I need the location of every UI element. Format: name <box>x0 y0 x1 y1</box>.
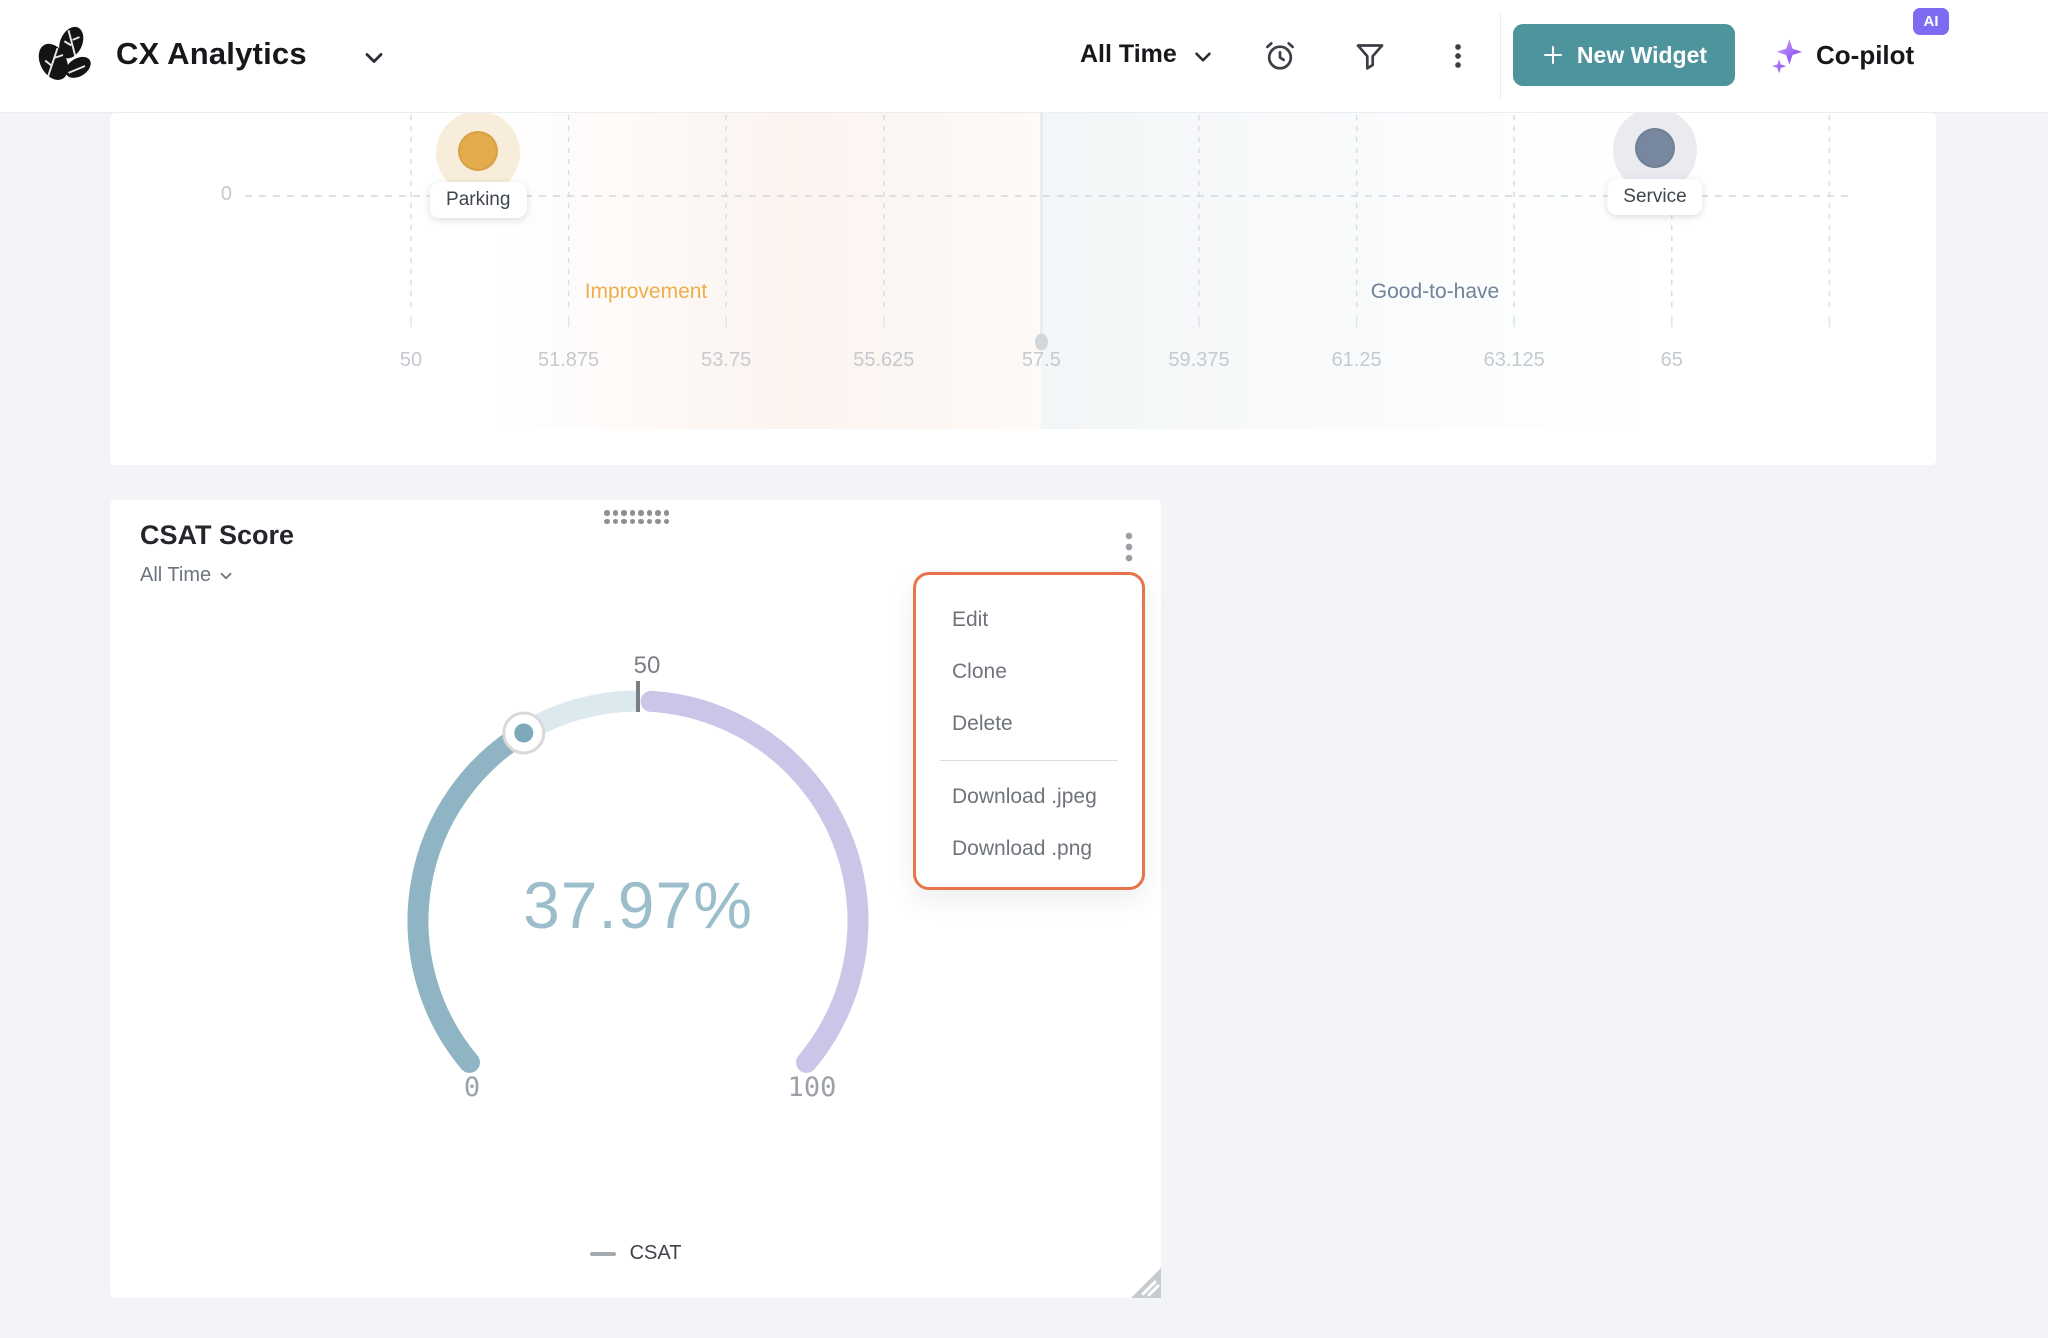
point-label: Parking <box>430 182 527 218</box>
legend-label: CSAT <box>629 1242 682 1264</box>
widget-time-filter-label: All Time <box>140 564 212 586</box>
point-dot <box>458 131 499 171</box>
context-menu-item[interactable]: Download .jpeg <box>952 785 1097 808</box>
quadrant-divider-handle[interactable] <box>1031 113 1053 353</box>
plus-icon <box>1543 46 1562 64</box>
context-menu-item[interactable]: Clone <box>952 660 1007 683</box>
scatter-point-service[interactable]: Service <box>1607 113 1703 215</box>
widget-time-chevron-down-icon <box>220 572 232 579</box>
context-menu-item[interactable]: Edit <box>952 608 989 631</box>
x-axis-tick-label: 50 <box>399 349 423 371</box>
csat-widget-card: CSAT Score All Time 50 37.97% 0 100 CSAT Ed… <box>110 500 1161 1298</box>
x-axis-tick-label: 63.125 <box>1483 349 1545 371</box>
widget-title: CSAT Score <box>140 520 295 550</box>
x-axis-tick-label: 65 <box>1660 349 1683 371</box>
context-menu-item[interactable]: Delete <box>952 712 1013 735</box>
global-time-filter[interactable]: All Time <box>1080 40 1177 68</box>
x-axis-tick-label: 59.375 <box>1168 349 1230 371</box>
context-menu-group-actions: Edit Clone Delete <box>916 594 1142 750</box>
x-axis-tick-label: 55.625 <box>853 349 915 371</box>
quadrant-label-improvement: Improvement <box>584 280 708 303</box>
time-filter-chevron-down-icon[interactable] <box>1190 44 1216 70</box>
context-menu-item[interactable]: Download .png <box>952 837 1093 860</box>
quadrant-label-good-to-have: Good-to-have <box>1370 280 1500 303</box>
widget-resize-handle[interactable] <box>1131 1268 1161 1298</box>
svg-text:100: 100 <box>788 1072 837 1103</box>
copilot-label: Co-pilot <box>1816 39 1915 70</box>
scatter-point-parking[interactable]: Parking <box>430 113 527 218</box>
copilot-button[interactable]: Co-pilot <box>1768 36 1914 74</box>
header-more-options-icon[interactable] <box>1440 38 1476 74</box>
filter-icon[interactable] <box>1352 38 1388 74</box>
widget-drag-handle[interactable] <box>604 510 670 524</box>
new-widget-label: New Widget <box>1576 41 1708 68</box>
y-axis-zero-label: 0 <box>220 183 232 205</box>
header-divider <box>1500 12 1501 100</box>
point-label: Service <box>1607 179 1703 215</box>
widget-time-filter[interactable]: All Time <box>140 564 235 587</box>
x-axis-tick-label: 57.5 <box>1021 349 1061 371</box>
copilot-sparkle-icon <box>1771 39 1803 74</box>
x-axis-tick-label: 53.75 <box>701 349 752 371</box>
page-title: CX Analytics <box>116 36 307 71</box>
gauge-progress-handle[interactable] <box>502 711 546 755</box>
widget-context-menu: Edit Clone Delete Download .jpeg Download .… <box>913 572 1145 890</box>
context-menu-group-downloads: Download .jpeg Download .png <box>916 771 1142 875</box>
widget-more-options-icon[interactable] <box>1110 528 1148 566</box>
workspace-chevron-down-icon[interactable] <box>360 44 388 72</box>
new-widget-button[interactable]: New Widget <box>1513 24 1735 86</box>
schedule-alarm-icon[interactable] <box>1262 38 1298 74</box>
ai-badge: AI <box>1913 8 1949 35</box>
x-axis-tick-label: 51.875 <box>538 349 600 371</box>
app-logo-icon <box>38 26 91 80</box>
svg-text:0: 0 <box>464 1072 480 1103</box>
legend-marker <box>589 1251 616 1256</box>
app-header: CX Analytics All Time New Widget <box>0 0 2048 113</box>
legend-item-csat[interactable]: CSAT <box>110 1242 1161 1265</box>
svg-text:37.97%: 37.97% <box>523 868 753 942</box>
svg-text:50: 50 <box>634 652 661 679</box>
context-menu-divider <box>940 760 1118 761</box>
x-axis-tick-label: 61.25 <box>1331 349 1382 371</box>
point-dot <box>1634 128 1675 168</box>
priority-matrix-card: 0 50 51.875 53.75 55.625 57.5 59.375 61.25 63.1… <box>110 113 1936 465</box>
